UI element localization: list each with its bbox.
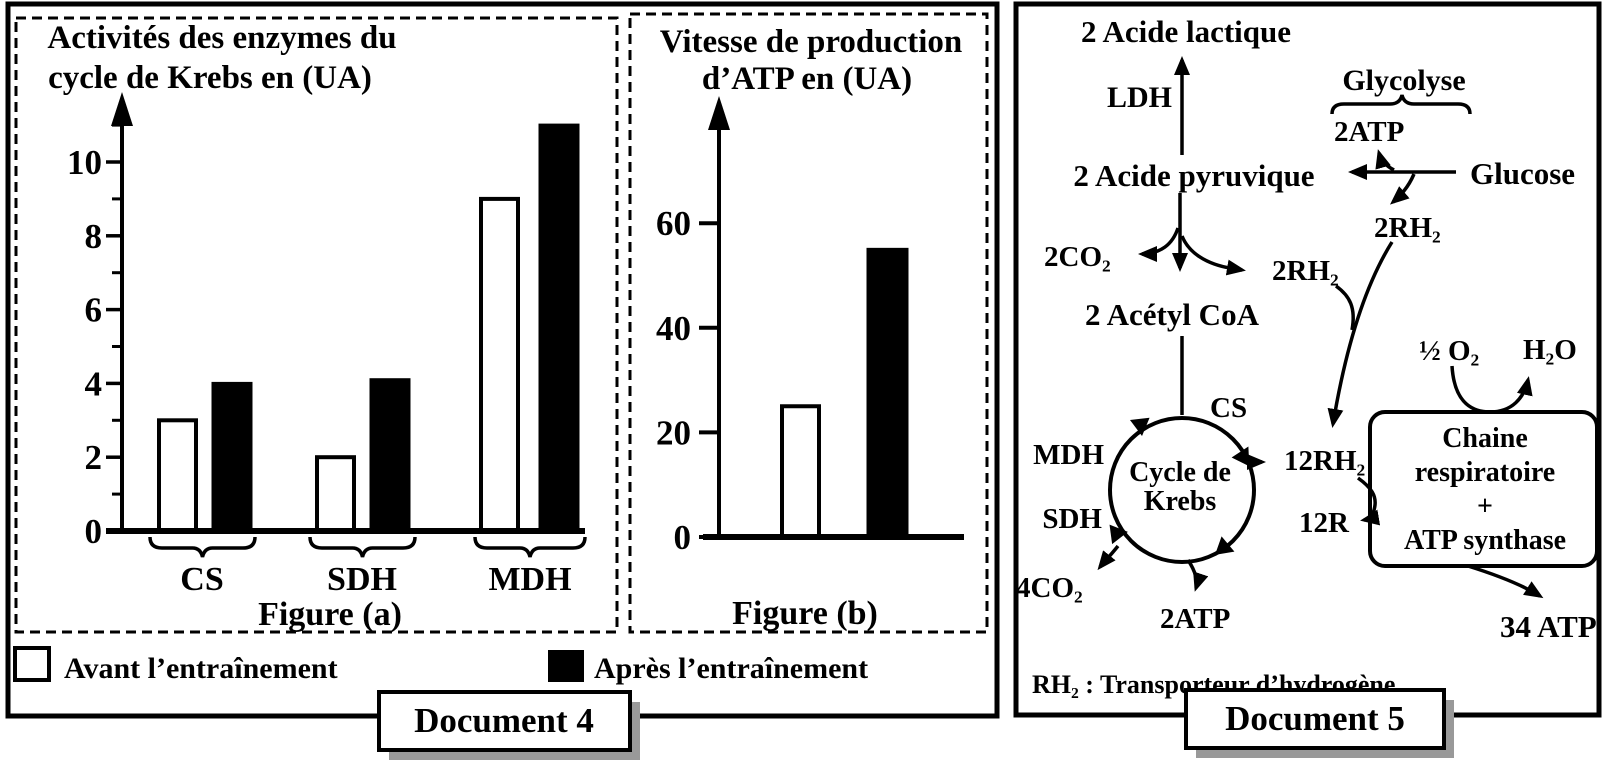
category-brace	[308, 536, 417, 558]
y-tick-label: 4	[85, 364, 103, 403]
node-pyruvate: 2 Acide pyruvique	[1073, 158, 1314, 193]
node-12r: 12R	[1299, 507, 1350, 539]
chain-box-line4: ATP synthase	[1404, 525, 1566, 556]
figure-b-box	[628, 12, 989, 634]
category-brace	[473, 536, 587, 558]
node-mdh: MDH	[1033, 439, 1104, 471]
node-sdh: SDH	[1042, 503, 1102, 535]
glycolyse-brace	[1330, 94, 1472, 115]
figure-a-box	[14, 16, 619, 634]
node-4co2: 4CO₂	[1016, 572, 1083, 604]
bar-SDH-after	[369, 378, 411, 533]
legend-label-before: Avant l’entraînement	[64, 652, 338, 685]
figure-b-caption: Figure (b)	[732, 595, 878, 632]
arrow-cycle-to-4co2-icon	[1097, 544, 1120, 571]
node-ldh: LDH	[1107, 81, 1172, 114]
arrow-cycle-to-2atp-icon	[1186, 559, 1209, 592]
node-atp2-glycolyse: 2ATP	[1334, 116, 1404, 148]
node-34atp: 34 ATP	[1500, 609, 1597, 644]
node-glucose: Glucose	[1470, 156, 1575, 191]
bar-SDH-before	[315, 455, 356, 534]
arrow-cycle-to-12rh2-icon	[1245, 453, 1266, 470]
node-rh2-glucose: 2RH₂	[1374, 212, 1441, 244]
node-rh2-pyruvate: 2RH₂	[1272, 255, 1339, 287]
figure-b-title-line1: Vitesse de production	[660, 24, 963, 60]
chain-box-line1: Chaine	[1442, 423, 1528, 454]
document4-label: Document 4	[414, 701, 594, 740]
document5-label-frame	[1184, 688, 1446, 750]
document5-label: Document 5	[1225, 699, 1405, 738]
arrow-to-2atp-icon	[1375, 149, 1395, 172]
arrow-rh2-to-12rh2-icon	[1327, 241, 1394, 428]
y-tick-label: 0	[85, 512, 103, 551]
legend-swatch-after	[548, 650, 584, 682]
arrow-to-2rh2-pyruvate-icon	[1180, 235, 1246, 276]
arrow-12rh2-to-12r-icon	[1356, 476, 1381, 526]
figure-b-title-line2: d’ATP en (UA)	[702, 61, 912, 97]
node-krebs-line1: Cycle de	[1129, 457, 1231, 488]
figure-a-title-line2: cycle de Krebs en (UA)	[48, 60, 372, 96]
y-tick-label: 20	[656, 413, 691, 452]
bar-CS-before	[157, 418, 198, 533]
bar-before-training	[780, 404, 821, 539]
bar-after-training	[866, 247, 909, 539]
node-h2o: H₂O	[1523, 334, 1577, 366]
category-label-SDH: SDH	[327, 561, 397, 598]
category-label-CS: CS	[180, 561, 223, 598]
y-tick-label: 0	[674, 518, 692, 557]
bar-MDH-after	[538, 123, 580, 533]
bar-MDH-before	[479, 196, 520, 533]
krebs-cycle-arrowheads-icon	[1109, 417, 1250, 555]
y-tick-label: 8	[85, 217, 103, 256]
category-brace	[148, 536, 257, 558]
krebs-cycle-circle	[1108, 416, 1256, 564]
node-glycolyse: Glycolyse	[1342, 64, 1465, 97]
y-tick-label: 60	[656, 204, 691, 243]
node-lactate: 2 Acide lactique	[1081, 14, 1291, 49]
node-acetyl: 2 Acétyl CoA	[1085, 297, 1260, 332]
figure-a-chart: 0 2 4 6 8 10 CS SDH MDH	[67, 123, 587, 598]
node-cs: CS	[1210, 392, 1247, 424]
document5-label-box: Document 5	[1184, 688, 1454, 758]
arrow-o2-to-h2o-icon	[1450, 365, 1533, 414]
node-o2: ½ O₂	[1419, 335, 1479, 367]
node-co2-pyruvate: 2CO₂	[1044, 241, 1111, 273]
arrow-to-2co2-icon	[1138, 227, 1180, 262]
bar-CS-after	[211, 381, 253, 533]
node-atp2-krebs: 2ATP	[1160, 603, 1230, 635]
document4-label-frame	[377, 690, 632, 752]
category-label-MDH: MDH	[488, 561, 571, 598]
document4-label-box: Document 4	[377, 690, 640, 760]
legend-swatch-before	[13, 646, 51, 682]
node-12rh2: 12RH₂	[1284, 445, 1365, 477]
legend-label-after: Après l’entraînement	[594, 652, 868, 685]
chain-box-line3: +	[1477, 491, 1493, 522]
y-tick-label: 6	[85, 291, 103, 330]
curve-rh2-merge-icon	[1334, 284, 1355, 331]
figure-b-chart: 0 20 40 60	[656, 204, 909, 557]
y-tick-label: 10	[67, 143, 102, 182]
figure-b-y-axis-arrow-icon	[708, 96, 730, 130]
figure-a-title-line1: Activités des enzymes du	[47, 20, 396, 56]
arrow-to-2rh2-glucose-icon	[1389, 173, 1416, 205]
y-tick-label: 40	[656, 309, 691, 348]
figure-a-caption: Figure (a)	[258, 596, 402, 633]
figure-a-y-axis-arrow-icon	[111, 92, 133, 126]
node-krebs-line2: Krebs	[1144, 486, 1217, 517]
chain-box-line2: respiratoire	[1415, 457, 1555, 488]
y-tick-label: 2	[85, 438, 103, 477]
arrow-box-to-34atp-icon	[1467, 564, 1544, 599]
